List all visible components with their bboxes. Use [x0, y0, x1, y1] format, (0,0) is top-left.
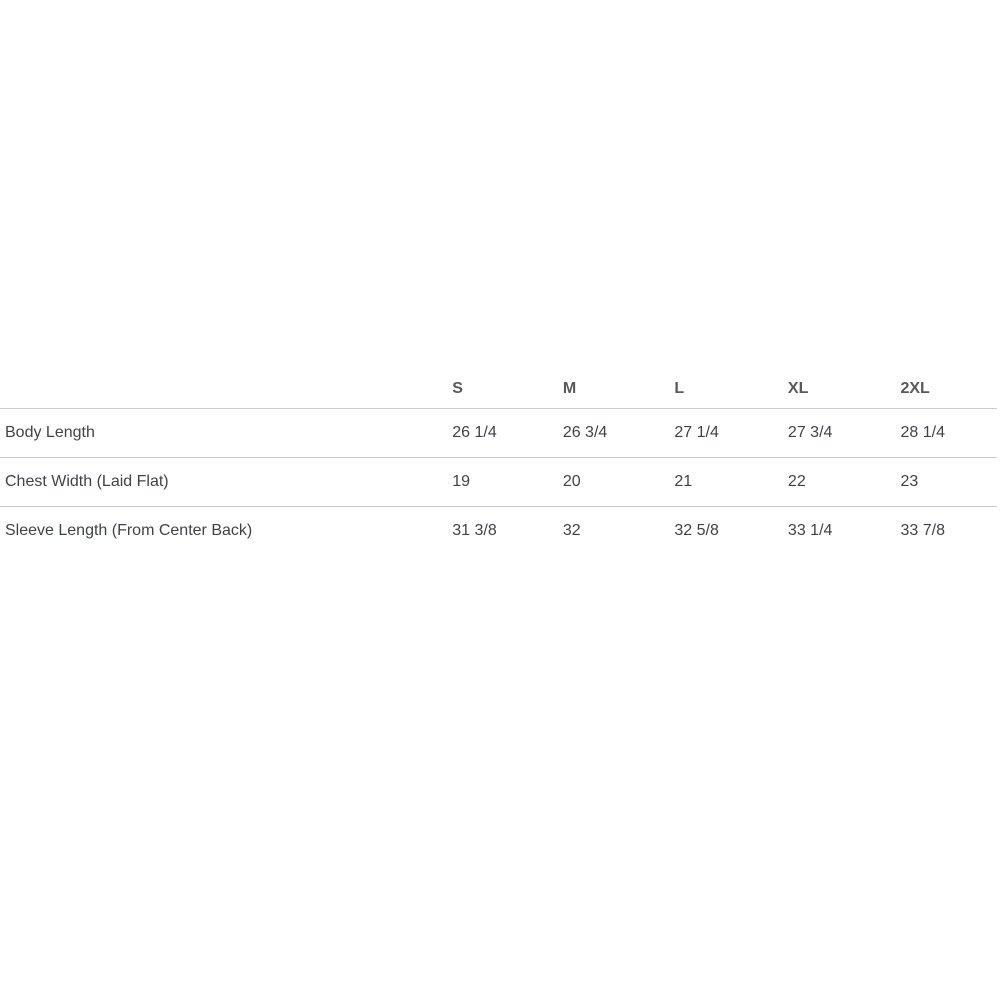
cell-value: 27 1/4 [674, 408, 788, 458]
cell-value: 33 7/8 [900, 522, 945, 539]
table-row-sleeve-length: Sleeve Length (From Center Back) 31 3/8 … [0, 507, 997, 556]
cell-value: 26 3/4 [562, 408, 675, 458]
size-chart-body: Body Length 26 1/4 26 3/4 27 1/4 27 3/4 … [0, 408, 997, 556]
cell-value: 28 1/4 [900, 408, 997, 458]
cell-value: 22 [787, 457, 901, 507]
cell-value: 20 [562, 457, 675, 507]
cell-value: 26 1/4 [452, 408, 563, 458]
column-header-s: S [452, 376, 563, 409]
row-label: Sleeve Length (From Center Back) [5, 522, 253, 539]
header-row: S M L XL 2XL [0, 376, 997, 409]
cell-value: 21 [674, 457, 788, 507]
cell-value: 33 1/4 [787, 522, 833, 539]
cell-value: 27 3/4 [787, 408, 901, 458]
table-row-body-length: Body Length 26 1/4 26 3/4 27 1/4 27 3/4 … [0, 408, 997, 458]
size-chart-header: S M L XL 2XL [0, 376, 997, 409]
column-header-l: L [674, 376, 788, 409]
row-label: Chest Width (Laid Flat) [0, 457, 453, 507]
column-header-m: M [562, 376, 675, 409]
cell-value: 23 [900, 457, 997, 507]
size-chart-table: S M L XL 2XL Body Length 26 1/4 26 3/4 2… [0, 376, 997, 555]
cell-value: 31 3/8 [452, 522, 497, 539]
row-label: Body Length [0, 408, 453, 458]
cell-value: 32 [562, 522, 581, 539]
table-row-chest-width: Chest Width (Laid Flat) 19 20 21 22 23 [0, 457, 997, 507]
column-header-xl: XL [787, 376, 901, 409]
cell-value: 32 5/8 [674, 522, 719, 539]
column-header-2xl: 2XL [900, 376, 997, 409]
header-label-spacer [0, 376, 453, 409]
cell-value: 19 [452, 457, 563, 507]
